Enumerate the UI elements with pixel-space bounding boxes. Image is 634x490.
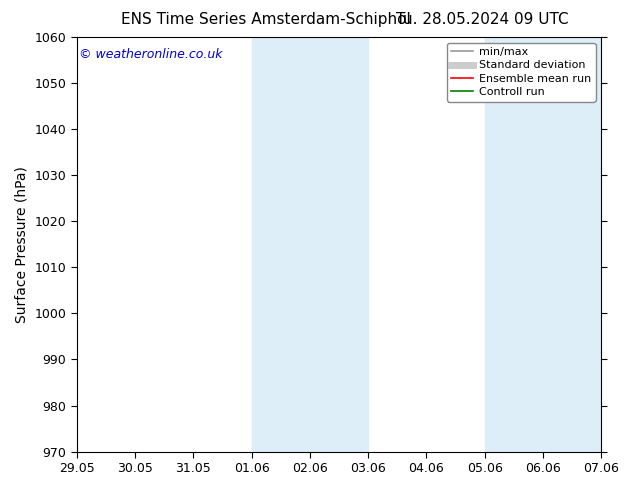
- Text: © weatheronline.co.uk: © weatheronline.co.uk: [79, 48, 223, 60]
- Legend: min/max, Standard deviation, Ensemble mean run, Controll run: min/max, Standard deviation, Ensemble me…: [446, 43, 595, 101]
- Bar: [484, 37, 543, 452]
- Bar: [310, 37, 368, 452]
- Text: Tu. 28.05.2024 09 UTC: Tu. 28.05.2024 09 UTC: [396, 12, 568, 27]
- Bar: [252, 37, 310, 452]
- Bar: [543, 37, 601, 452]
- Y-axis label: Surface Pressure (hPa): Surface Pressure (hPa): [15, 166, 29, 323]
- Text: ENS Time Series Amsterdam-Schiphol: ENS Time Series Amsterdam-Schiphol: [121, 12, 411, 27]
